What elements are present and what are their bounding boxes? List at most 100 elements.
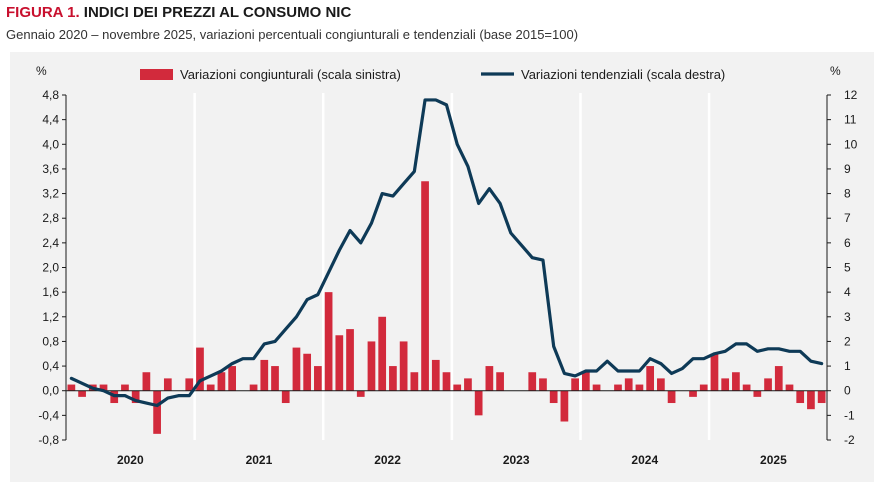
line-point (274, 340, 276, 343)
line-point (509, 232, 512, 234)
line-point (649, 357, 652, 360)
bar (581, 372, 590, 391)
line-series-tendenziali (69, 98, 824, 408)
bar (131, 390, 140, 404)
line-point (617, 370, 619, 372)
line-point (413, 170, 416, 173)
line-point (745, 342, 748, 345)
bar (163, 378, 172, 391)
left-axis-tick-label: 4,0 (42, 137, 59, 151)
bar (121, 384, 129, 391)
bar (431, 359, 440, 391)
left-axis-tick-label: 1,2 (42, 310, 59, 324)
line-point (670, 372, 673, 375)
line-point (295, 315, 298, 318)
left-axis-tick-label: 1,6 (42, 285, 59, 299)
figure-title-text: INDICI DEI PREZZI AL CONSUMO NIC (83, 4, 352, 21)
bar (378, 316, 387, 391)
bar (721, 378, 730, 391)
line-point (263, 342, 266, 345)
bar (142, 372, 151, 391)
right-axis-tick-label: 9 (844, 162, 851, 176)
right-axis-tick-label: 7 (844, 211, 851, 225)
bar (196, 347, 204, 391)
line-point (145, 402, 148, 404)
line-point (638, 370, 641, 372)
bar (442, 372, 451, 391)
line-point (392, 195, 394, 197)
legend: Variazioni congiunturali (scala sinistra… (140, 67, 725, 82)
right-axis-tick-label: 11 (844, 113, 857, 127)
bar (464, 378, 472, 391)
line-point (734, 342, 737, 345)
bar (260, 359, 269, 391)
bar (657, 378, 665, 391)
bar (206, 384, 215, 391)
line-point (220, 370, 223, 372)
line-point (306, 298, 309, 301)
bar (549, 390, 558, 404)
bar (281, 390, 290, 404)
bar (817, 390, 826, 404)
bar (635, 384, 644, 391)
right-axis-tick-label: 4 (844, 285, 851, 299)
line-point (756, 350, 759, 353)
right-axis-tick-label: 6 (844, 236, 851, 250)
bar (453, 384, 462, 391)
left-axis-tick-label: 0,8 (42, 334, 59, 348)
bar (67, 384, 76, 391)
line-point (91, 387, 94, 390)
right-axis-tick-label: 10 (844, 137, 858, 151)
left-axis-tick-label: 2,8 (42, 211, 59, 225)
bar (774, 366, 783, 391)
line-point (166, 397, 169, 400)
line-point (488, 187, 491, 190)
line-point (434, 99, 437, 101)
line-point (359, 241, 362, 244)
bar (335, 335, 344, 391)
bar (153, 390, 161, 434)
bar (560, 390, 569, 422)
bar (732, 372, 740, 391)
bar (539, 378, 547, 391)
axis-labels: -0,8 -0,4 0,0 0,4 0,8 1,2 1,6 2,0 2,4 2,8 3,2 3,6 4,… (38, 88, 857, 467)
bar (99, 384, 108, 391)
bar (785, 384, 794, 391)
line-point (563, 372, 566, 375)
line-point (188, 394, 191, 397)
line-point (424, 99, 426, 101)
line-point (767, 347, 769, 350)
line-point (627, 370, 630, 372)
bar (614, 384, 622, 391)
left-axis-tick-label: -0,8 (38, 433, 59, 447)
line-point (81, 382, 83, 385)
right-axis-tick-label: 12 (844, 88, 858, 102)
left-axis-tick-label: 4,8 (42, 88, 59, 102)
line-point (177, 394, 180, 397)
bar (292, 347, 301, 391)
year-label: 2025 (760, 453, 787, 467)
line-point (531, 256, 534, 259)
line-point (777, 347, 780, 350)
line-point (595, 370, 598, 372)
bar (699, 384, 708, 391)
year-label: 2024 (631, 453, 658, 467)
bar (324, 292, 333, 391)
bar (474, 390, 483, 416)
line-point (467, 165, 469, 168)
line-point (724, 350, 727, 353)
line-point (445, 103, 448, 106)
bar (764, 378, 772, 391)
left-axis-tick-label: 2,4 (42, 236, 59, 250)
bar (753, 390, 762, 397)
line-point (542, 259, 544, 262)
right-axis-unit: % (830, 64, 841, 78)
line-point (574, 375, 577, 377)
right-axis-tick-label: -2 (844, 433, 855, 447)
bar (410, 372, 419, 391)
legend-bar-label: Variazioni congiunturali (scala sinistra… (180, 67, 401, 82)
line-point (584, 370, 587, 372)
bar (485, 366, 494, 391)
line-point (520, 244, 523, 247)
line-point (713, 352, 716, 355)
